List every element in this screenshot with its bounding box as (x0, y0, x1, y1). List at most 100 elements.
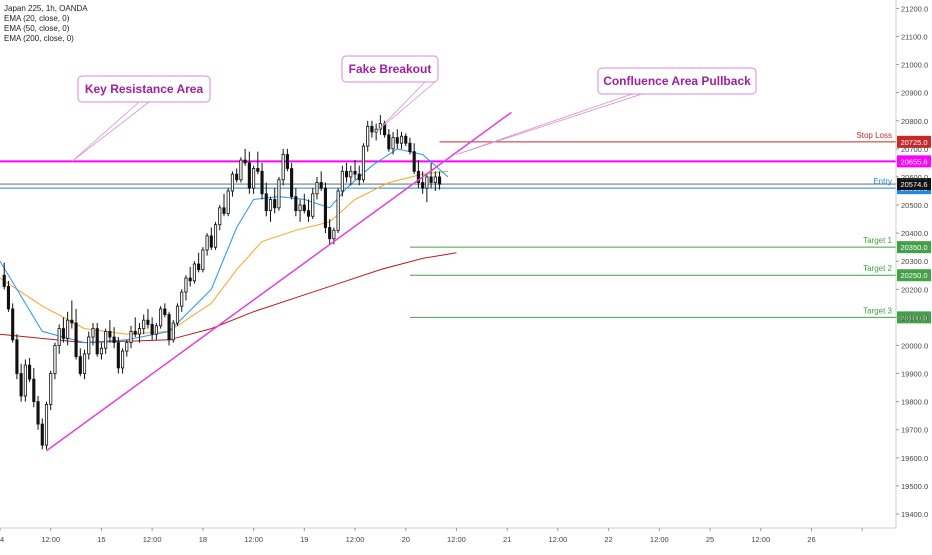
candle-body (44, 404, 49, 446)
candle-body (247, 162, 251, 189)
x-tick-label: 12:00 (346, 535, 365, 544)
candle-body (116, 342, 120, 369)
candle-body (429, 176, 433, 183)
legend-symbol: Japan 225, 1h, OANDA (4, 4, 88, 13)
candle-body (353, 170, 357, 175)
y-tick-label: 20900.0 (901, 89, 928, 98)
candle-body (74, 322, 78, 358)
callout-pointer (71, 101, 150, 162)
candle-body (290, 168, 294, 197)
candle-body (306, 210, 311, 217)
candle-body (285, 154, 289, 169)
level-price-label: 20100.0 (900, 313, 927, 322)
candle-body (260, 170, 264, 195)
candle-body (239, 159, 243, 181)
ema-lines (0, 148, 457, 344)
callout-box (597, 67, 757, 95)
candle-body (104, 331, 108, 349)
level-name: Target 2 (863, 264, 892, 273)
level-price-tag (897, 269, 931, 282)
x-tick-label: 19 (300, 535, 308, 544)
y-tick-label: 21000.0 (901, 61, 928, 70)
y-tick-label: 20300.0 (901, 257, 928, 266)
candle-body (197, 263, 201, 271)
x-tick-label: 12:00 (41, 535, 60, 544)
callout-text: Fake Breakout (349, 62, 432, 76)
candle-body (235, 173, 239, 181)
candle-body (121, 350, 125, 369)
candle-body (112, 336, 116, 344)
candle-body (167, 314, 171, 341)
candle-body (87, 336, 91, 355)
y-tick-label: 20500.0 (901, 201, 928, 210)
callout-text: Key Resistance Area (85, 82, 204, 96)
candle-body (129, 331, 133, 344)
candle-body (315, 182, 319, 195)
candle-body (298, 204, 302, 212)
candle-body (192, 263, 196, 282)
candle-body (133, 331, 137, 335)
candle-body (319, 182, 323, 189)
candle-body (175, 305, 180, 324)
candle-body (264, 193, 268, 212)
level-price-tag (897, 311, 931, 324)
candle-body (349, 170, 353, 178)
candle-body (150, 323, 154, 335)
x-tick-label: 12:00 (751, 535, 770, 544)
candle-body (395, 137, 399, 144)
candle-body (412, 151, 416, 172)
x-tick-label: 25 (706, 535, 714, 544)
candle-body (311, 193, 315, 217)
candle-body (61, 328, 65, 339)
candle-body (53, 345, 57, 374)
candle-body (125, 342, 129, 352)
candle-body (345, 170, 349, 178)
x-tick-label: 21 (503, 535, 511, 544)
candle-body (32, 378, 36, 403)
candle-body (146, 319, 150, 325)
level-name: Target 3 (863, 306, 892, 315)
y-tick-label: 20200.0 (901, 285, 928, 294)
candle-body (252, 168, 256, 189)
candle-body (137, 328, 142, 335)
x-tick-label: 12:00 (143, 535, 162, 544)
candle-body (421, 182, 425, 189)
candle-body (108, 331, 112, 338)
candle-body (70, 319, 74, 324)
x-tick-label: 12:00 (244, 535, 263, 544)
y-tick-label: 20600.0 (901, 173, 928, 182)
candle-body (91, 328, 95, 338)
candle-body (209, 235, 213, 248)
y-tick-label: 20800.0 (901, 117, 928, 126)
candle-body (57, 328, 61, 346)
candle-body (302, 204, 306, 212)
resistance-price-tag (897, 155, 931, 168)
candle-body (366, 125, 370, 147)
candle-body (416, 170, 420, 183)
candle-body (99, 347, 103, 355)
level-price-label: 20250.0 (900, 271, 927, 280)
x-tick-label: 12:00 (650, 535, 669, 544)
candle-body (408, 142, 412, 153)
candle-body (49, 373, 53, 405)
y-tick-label: 19700.0 (901, 426, 928, 435)
candle-body (222, 207, 226, 214)
candle-body (230, 173, 235, 192)
candle-body (188, 277, 192, 282)
candle-body (19, 373, 23, 397)
candle-body (2, 274, 6, 287)
candle-body (370, 125, 374, 133)
candle-body (142, 319, 146, 329)
candle-body (277, 179, 281, 209)
candles (2, 115, 442, 450)
candle-body (66, 319, 70, 339)
level-name: Target 1 (863, 236, 892, 245)
candle-body (332, 229, 336, 240)
uptrend-line (46, 111, 512, 452)
level-price-label: 20725.0 (900, 138, 927, 147)
candle-body (213, 224, 218, 248)
current-price-label: 20574.6 (900, 180, 927, 189)
candle-body (95, 328, 99, 355)
